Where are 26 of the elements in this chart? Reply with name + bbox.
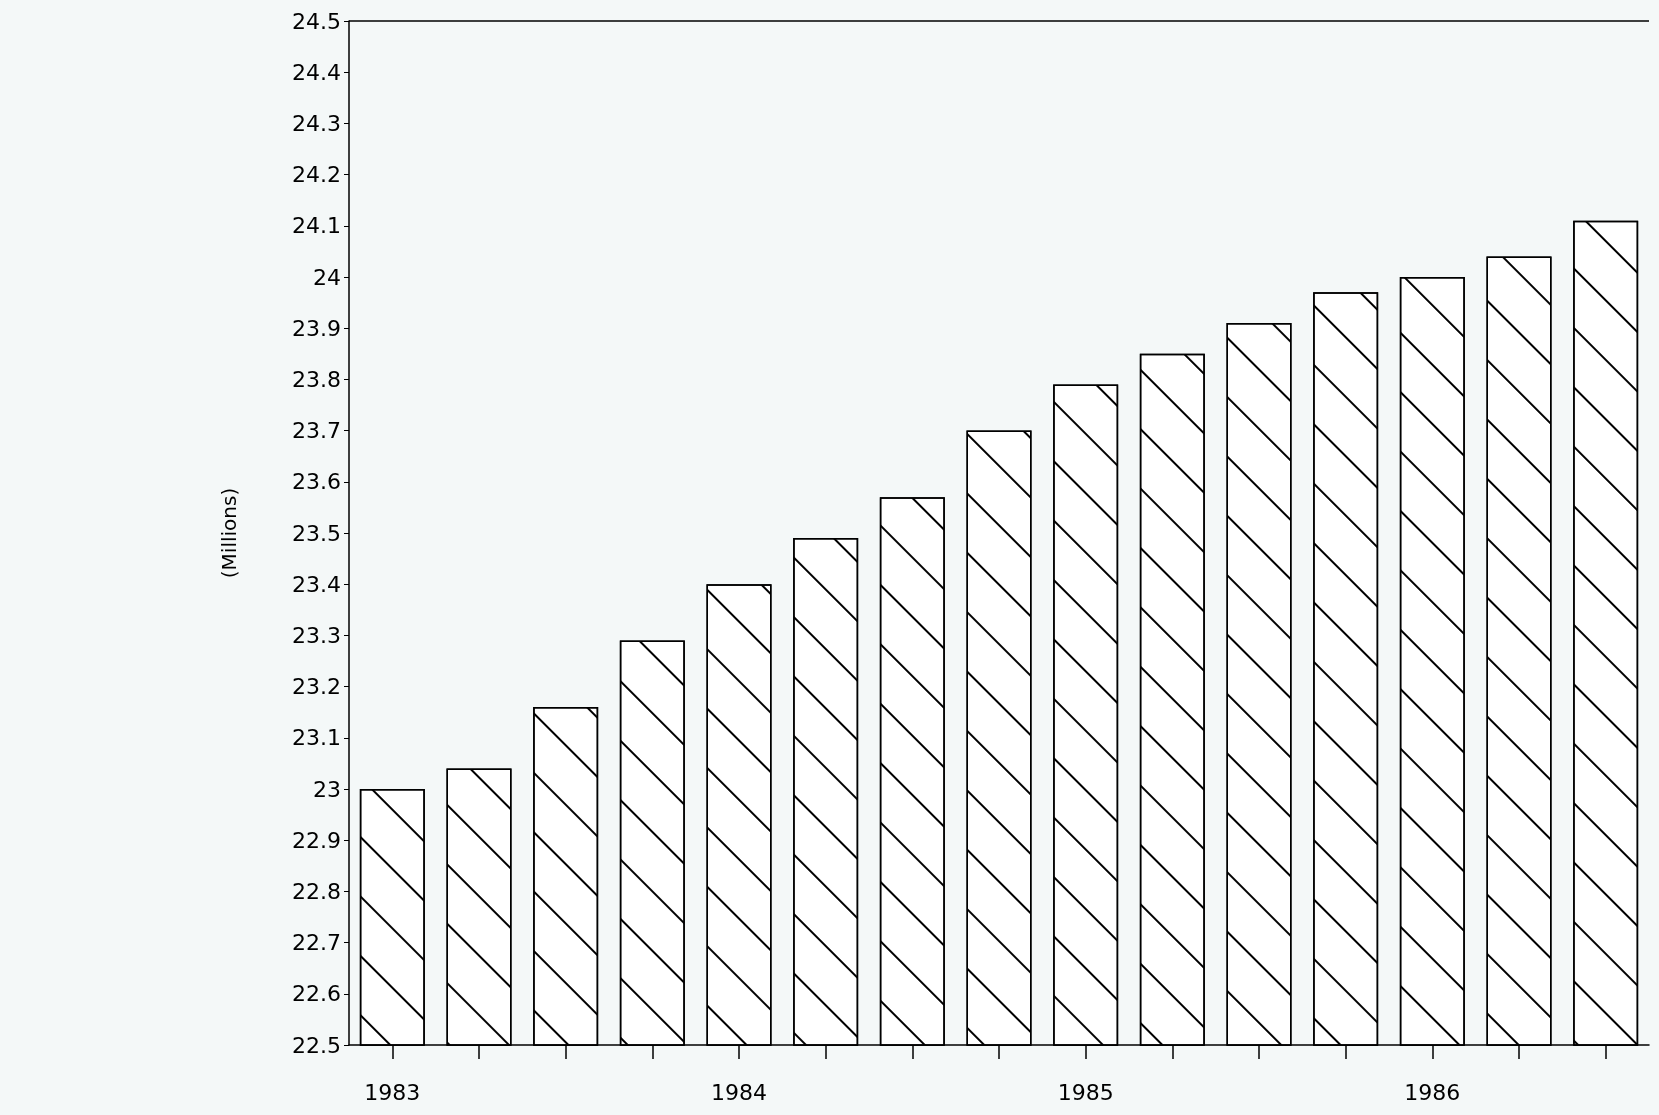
y-tick-label: 23.6 (292, 469, 341, 495)
y-tick-label: 23.2 (292, 674, 341, 700)
y-tick-label: 23.4 (292, 571, 341, 597)
y-tick-label: 23.9 (292, 315, 341, 341)
y-tick-label: 23.7 (292, 418, 341, 444)
x-tick-label: 1984 (711, 1079, 767, 1105)
y-tick-label: 24.2 (292, 162, 341, 188)
y-tick-label: 24.5 (292, 8, 341, 34)
y-tick-label: 22.6 (292, 981, 341, 1007)
y-tick-label: 24 (313, 264, 341, 290)
y-axis-title: (Millions) (217, 487, 241, 579)
y-tick-label: 22.7 (292, 930, 341, 956)
y-tick-label: 22.8 (292, 878, 341, 904)
y-tick-label: 23.5 (292, 520, 341, 546)
y-tick-label: 22.9 (292, 827, 341, 853)
y-tick-label: 23.8 (292, 366, 341, 392)
y-tick-label: 24.4 (292, 59, 341, 85)
y-tick-label: 24.1 (292, 213, 341, 239)
x-tick-label: 1986 (1404, 1079, 1461, 1105)
y-tick-label: 23.3 (292, 622, 341, 648)
y-tick-label: 24.3 (292, 110, 341, 136)
x-tick-label: 1983 (364, 1079, 421, 1105)
y-tick-label: 23.1 (292, 725, 341, 751)
y-tick-label: 23 (313, 776, 341, 802)
y-tick-label: 22.5 (292, 1032, 341, 1058)
x-tick-label: 1985 (1057, 1079, 1114, 1105)
